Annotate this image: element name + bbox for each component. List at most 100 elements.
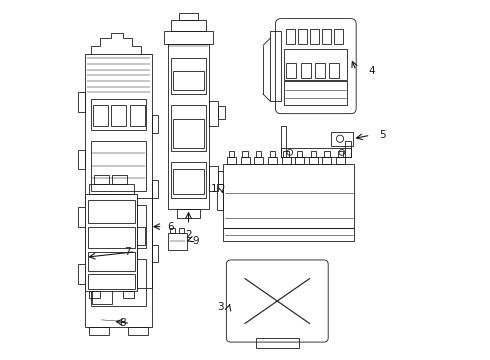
Bar	[322, 157, 331, 164]
Bar	[89, 327, 109, 335]
Bar	[256, 151, 262, 157]
Bar	[300, 63, 311, 78]
Bar	[89, 291, 100, 298]
Text: 3: 3	[218, 302, 224, 312]
Bar	[168, 44, 209, 209]
Text: 9: 9	[192, 236, 199, 246]
Text: 4: 4	[368, 66, 375, 76]
Text: 7: 7	[124, 247, 131, 257]
Bar	[223, 164, 354, 228]
Bar	[85, 54, 152, 327]
Bar	[171, 58, 206, 94]
Bar	[152, 244, 158, 262]
Bar	[93, 105, 108, 126]
Bar	[334, 30, 343, 44]
Bar	[91, 99, 147, 130]
Bar	[77, 149, 85, 169]
Bar	[324, 151, 330, 157]
Text: 2: 2	[185, 230, 192, 240]
Bar	[281, 148, 351, 157]
Circle shape	[308, 270, 318, 280]
Bar	[171, 162, 206, 198]
Bar	[309, 157, 318, 164]
Bar	[256, 338, 299, 348]
Bar	[282, 157, 291, 164]
Bar	[88, 226, 135, 248]
Bar	[77, 207, 85, 226]
Bar	[85, 194, 137, 291]
Bar	[345, 140, 351, 157]
Bar	[164, 31, 213, 44]
Bar	[310, 30, 319, 44]
Bar	[338, 151, 343, 157]
Bar	[130, 226, 145, 244]
Bar	[172, 21, 205, 31]
Bar	[173, 169, 204, 194]
Bar	[322, 30, 331, 44]
Bar	[254, 157, 263, 164]
Bar	[227, 157, 236, 164]
Bar	[270, 151, 275, 157]
Text: 5: 5	[379, 130, 386, 140]
Bar	[152, 180, 158, 198]
Bar	[111, 105, 126, 126]
Bar	[285, 81, 347, 105]
Bar	[281, 126, 286, 157]
Bar	[286, 30, 295, 44]
Bar	[93, 226, 108, 244]
Bar	[331, 132, 353, 146]
FancyBboxPatch shape	[275, 19, 356, 114]
Bar	[223, 228, 354, 241]
Bar	[91, 205, 147, 248]
Bar	[315, 63, 325, 78]
Bar	[209, 101, 218, 126]
Bar	[77, 92, 85, 112]
Bar	[217, 184, 223, 211]
Bar	[283, 151, 289, 157]
Bar	[270, 31, 281, 101]
Bar	[88, 252, 135, 271]
Bar	[95, 175, 109, 184]
Bar	[130, 105, 145, 126]
Bar	[91, 259, 147, 306]
Bar	[241, 157, 250, 164]
Bar	[92, 273, 112, 286]
Bar	[297, 151, 302, 157]
Bar	[298, 30, 307, 44]
Bar	[218, 171, 224, 184]
Bar	[173, 71, 204, 90]
Bar	[152, 116, 158, 134]
Bar	[311, 151, 316, 157]
Bar	[229, 151, 234, 157]
Bar	[173, 119, 204, 148]
FancyBboxPatch shape	[226, 260, 328, 342]
Text: 1: 1	[210, 184, 217, 194]
Circle shape	[308, 322, 318, 332]
Bar	[88, 274, 135, 289]
Bar	[179, 13, 198, 21]
Bar	[209, 166, 218, 191]
Circle shape	[236, 322, 246, 332]
Bar	[112, 175, 126, 184]
Bar	[170, 228, 175, 233]
Bar	[77, 264, 85, 284]
Bar	[295, 157, 304, 164]
Bar	[179, 228, 184, 233]
Bar	[268, 157, 277, 164]
Bar	[111, 226, 126, 244]
Bar	[336, 157, 345, 164]
Bar	[137, 198, 152, 288]
Bar	[92, 288, 112, 304]
Bar	[329, 63, 339, 78]
Text: 8: 8	[119, 319, 125, 328]
Text: 6: 6	[167, 222, 174, 231]
Bar	[128, 327, 148, 335]
Bar	[168, 233, 187, 250]
Bar	[123, 291, 134, 298]
Bar	[89, 184, 134, 194]
Bar	[177, 209, 200, 218]
Bar	[88, 200, 135, 223]
Bar	[285, 49, 347, 80]
Bar	[286, 63, 296, 78]
Bar	[218, 107, 224, 119]
